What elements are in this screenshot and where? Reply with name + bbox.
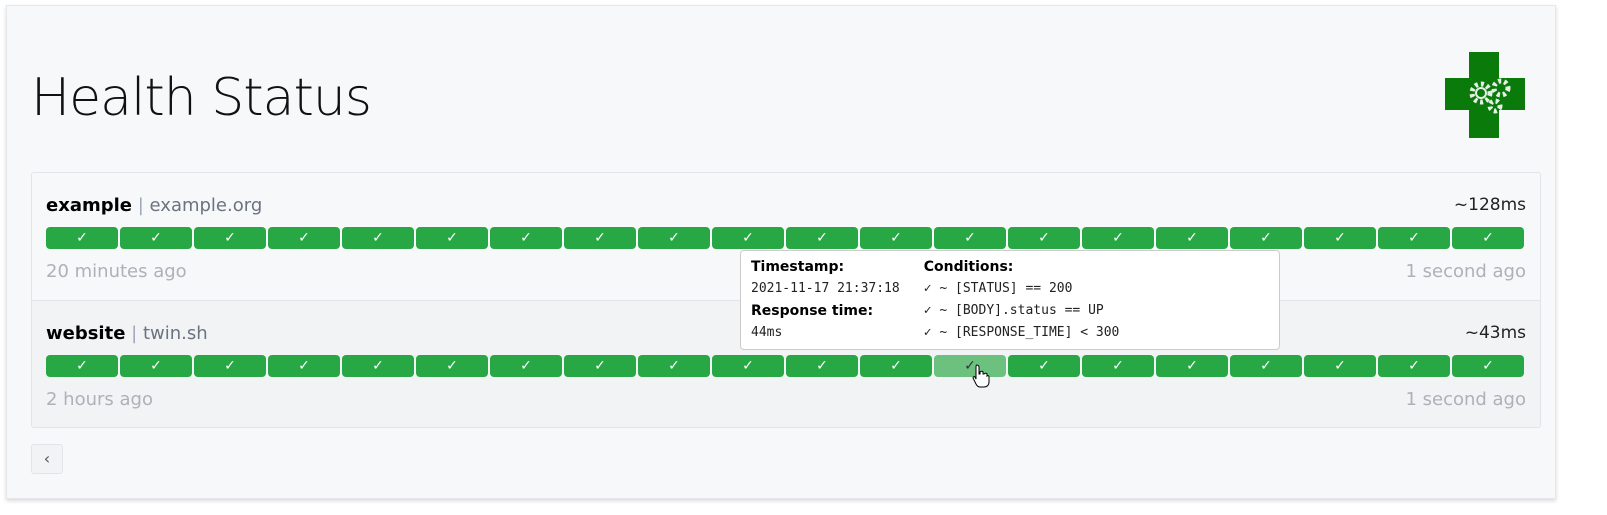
condition-item: ✓ ~ [STATUS] == 200: [923, 281, 1073, 296]
result-bar[interactable]: ✓: [1156, 227, 1228, 249]
result-bar[interactable]: ✓: [786, 355, 858, 377]
result-bars: ✓ ✓ ✓ ✓ ✓ ✓ ✓ ✓ ✓ ✓ ✓ ✓ ✓ ✓ ✓ ✓ ✓ ✓ ✓ ✓: [46, 227, 1524, 249]
result-bar[interactable]: ✓: [342, 227, 414, 249]
condition-item: ✓ ~ [BODY].status == UP: [923, 303, 1104, 318]
service-row-example: example | example.org ~128ms ✓ ✓ ✓ ✓ ✓ ✓ ✓ ✓ ✓ ✓ ✓…: [32, 173, 1540, 300]
result-bar[interactable]: ✓: [1452, 355, 1524, 377]
result-bar[interactable]: ✓: [490, 355, 562, 377]
result-tooltip: Timestamp: 2021-11-17 21:37:18 Response …: [740, 250, 1280, 350]
health-logo-icon: [1439, 50, 1529, 144]
newest-result-time: 1 second ago: [1405, 261, 1526, 282]
result-bar[interactable]: ✓: [490, 227, 562, 249]
page-title: Health Status: [31, 68, 372, 128]
result-bar[interactable]: ✓: [860, 355, 932, 377]
result-bar[interactable]: ✓: [416, 355, 488, 377]
result-bar[interactable]: ✓: [120, 355, 192, 377]
result-bar[interactable]: ✓: [1378, 355, 1450, 377]
response-time-value: 44ms: [751, 325, 783, 340]
oldest-result-time: 2 hours ago: [46, 389, 153, 410]
result-bar[interactable]: ✓: [712, 355, 784, 377]
result-bar[interactable]: ✓: [1082, 227, 1154, 249]
timestamp-label: Timestamp:: [751, 259, 845, 275]
service-name: example: [46, 195, 132, 216]
result-bar[interactable]: ✓: [46, 355, 118, 377]
result-bar[interactable]: ✓: [934, 227, 1006, 249]
result-bar[interactable]: ✓: [46, 227, 118, 249]
newest-result-time: 1 second ago: [1405, 389, 1526, 410]
result-bar[interactable]: ✓: [638, 227, 710, 249]
condition-item: ✓ ~ [RESPONSE_TIME] < 300: [923, 325, 1120, 340]
response-time-label: Response time:: [751, 303, 874, 319]
service-host: example.org: [149, 195, 263, 216]
separator: |: [137, 195, 144, 216]
result-bar[interactable]: ✓: [638, 355, 710, 377]
oldest-result-time: 20 minutes ago: [46, 261, 187, 282]
result-bar[interactable]: ✓: [934, 355, 1006, 377]
result-bar[interactable]: ✓: [564, 355, 636, 377]
separator: |: [131, 323, 138, 344]
result-bar[interactable]: ✓: [416, 227, 488, 249]
result-bar[interactable]: ✓: [342, 355, 414, 377]
result-bar[interactable]: ✓: [120, 227, 192, 249]
average-response-time: ~128ms: [1453, 195, 1526, 215]
result-bars: ✓ ✓ ✓ ✓ ✓ ✓ ✓ ✓ ✓ ✓ ✓ ✓ ✓ ✓ ✓ ✓ ✓ ✓ ✓ ✓: [46, 355, 1524, 377]
result-bar[interactable]: ✓: [1008, 355, 1080, 377]
result-bar[interactable]: ✓: [194, 355, 266, 377]
timestamp-value: 2021-11-17 21:37:18: [751, 281, 900, 296]
result-bar[interactable]: ✓: [268, 355, 340, 377]
result-bar[interactable]: ✓: [268, 227, 340, 249]
hand-cursor-icon: [972, 364, 990, 392]
service-name: website: [46, 323, 126, 344]
result-bar[interactable]: ✓: [1452, 227, 1524, 249]
result-bar[interactable]: ✓: [786, 227, 858, 249]
result-bar[interactable]: ✓: [712, 227, 784, 249]
previous-page-button[interactable]: ‹: [31, 444, 63, 474]
result-bar[interactable]: ✓: [1008, 227, 1080, 249]
result-bar[interactable]: ✓: [1156, 355, 1228, 377]
result-bar[interactable]: ✓: [564, 227, 636, 249]
result-bar[interactable]: ✓: [1082, 355, 1154, 377]
result-bar[interactable]: ✓: [1304, 227, 1376, 249]
result-bar[interactable]: ✓: [194, 227, 266, 249]
result-bar[interactable]: ✓: [1304, 355, 1376, 377]
result-bar[interactable]: ✓: [1230, 355, 1302, 377]
result-bar[interactable]: ✓: [860, 227, 932, 249]
conditions-label: Conditions:: [923, 259, 1014, 275]
result-bar[interactable]: ✓: [1378, 227, 1450, 249]
service-host: twin.sh: [142, 323, 208, 344]
result-bar[interactable]: ✓: [1230, 227, 1302, 249]
average-response-time: ~43ms: [1464, 323, 1526, 343]
